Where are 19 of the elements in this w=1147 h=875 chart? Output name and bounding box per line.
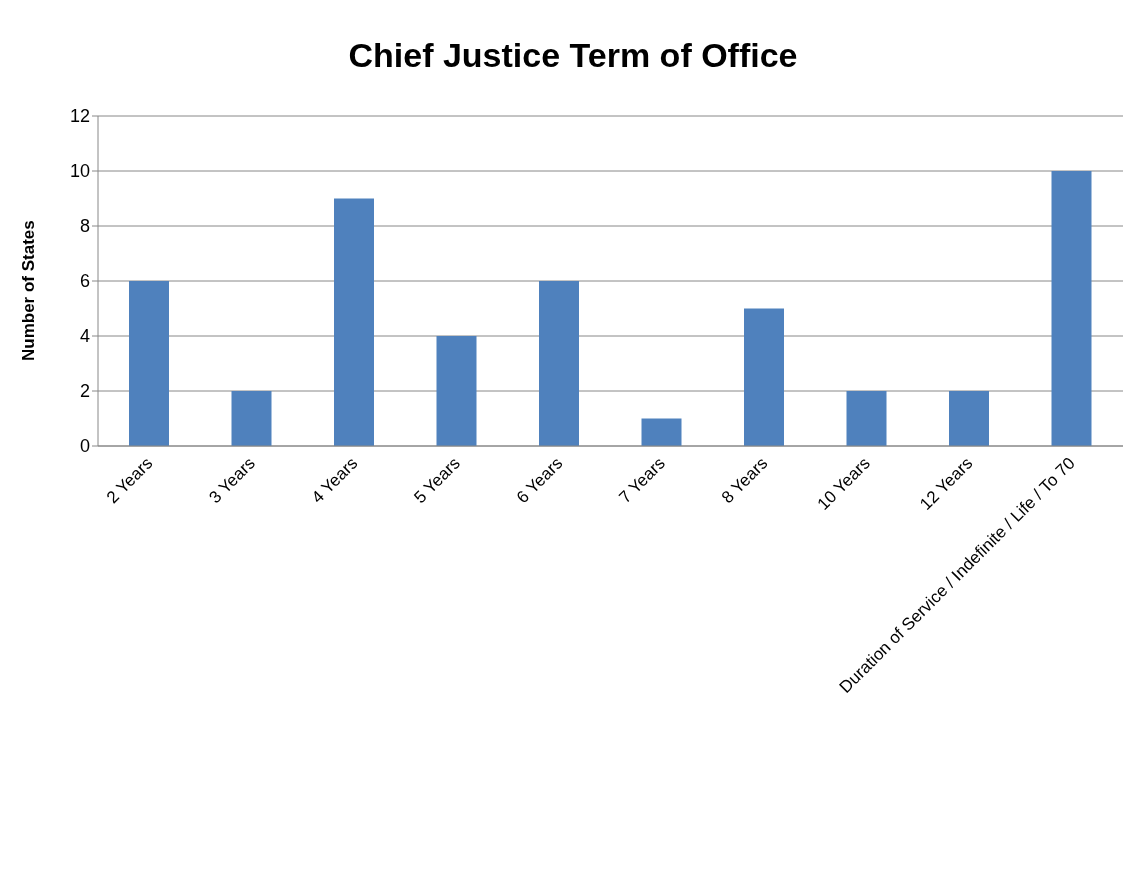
y-tick-label: 2 bbox=[79, 381, 90, 402]
bar bbox=[436, 336, 477, 446]
bar bbox=[641, 418, 682, 446]
y-tick-label: 10 bbox=[69, 161, 90, 182]
chart-title: Chief Justice Term of Office bbox=[347, 35, 799, 76]
y-tick-label: 4 bbox=[79, 326, 90, 347]
bar bbox=[129, 281, 169, 446]
bar bbox=[231, 391, 272, 446]
y-tick-label: 0 bbox=[79, 436, 90, 457]
bar bbox=[1051, 171, 1092, 446]
bar bbox=[539, 281, 579, 446]
bar bbox=[949, 391, 989, 446]
y-tick-label: 6 bbox=[79, 271, 90, 292]
bar bbox=[334, 198, 374, 446]
y-tick-label: 8 bbox=[79, 216, 90, 237]
y-tick-label: 12 bbox=[69, 106, 90, 127]
bar bbox=[744, 308, 784, 446]
y-axis-title: Number of States bbox=[19, 220, 39, 361]
bar bbox=[846, 391, 887, 446]
